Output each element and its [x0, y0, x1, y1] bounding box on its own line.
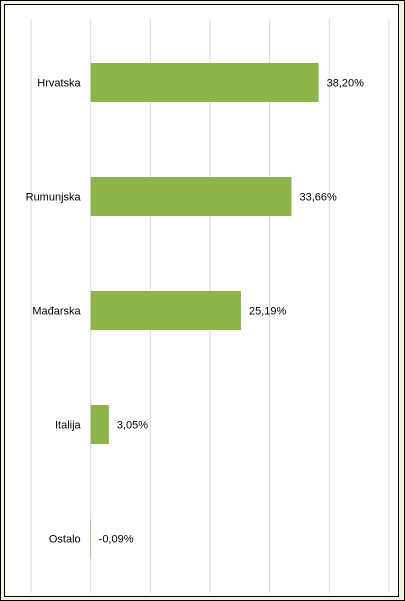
bar-3 — [90, 405, 109, 444]
chart-panel: Hrvatska 38,20% Rumunjska 33,66% Mađarska 25,… — [4, 4, 399, 597]
value-label: 25,19% — [249, 306, 287, 318]
value-label: 3,05% — [117, 420, 148, 432]
category-label: Hrvatska — [37, 78, 81, 90]
bar-2 — [90, 291, 241, 330]
value-label: 33,66% — [300, 192, 338, 204]
category-label: Rumunjska — [26, 192, 82, 204]
value-label: 38,20% — [327, 78, 365, 90]
value-label: -0,09% — [99, 534, 134, 546]
category-label: Ostalo — [49, 534, 81, 546]
category-label: Mađarska — [32, 306, 81, 318]
category-label: Italija — [55, 420, 82, 432]
bar-1 — [90, 177, 292, 216]
bar-4 — [90, 519, 91, 558]
bar-chart: Hrvatska 38,20% Rumunjska 33,66% Mađarska 25,… — [26, 19, 390, 593]
bar-0 — [90, 63, 319, 102]
